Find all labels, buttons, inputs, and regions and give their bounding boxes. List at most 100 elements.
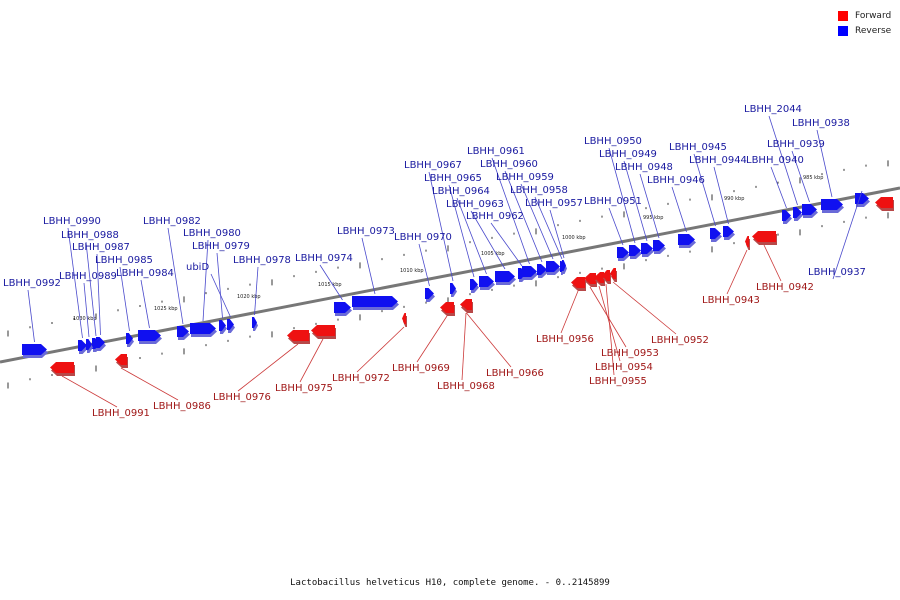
gene-arrow[interactable]: [402, 313, 406, 324]
gene-label[interactable]: LBHH_0950: [584, 136, 642, 147]
gene-label[interactable]: LBHH_0948: [615, 162, 673, 173]
gene-label[interactable]: LBHH_0967: [404, 160, 462, 171]
gene-arrow[interactable]: [334, 302, 351, 313]
gene-label[interactable]: LBHH_0943: [702, 295, 760, 306]
gene-arrow[interactable]: [584, 273, 596, 284]
gene-arrow[interactable]: [641, 243, 653, 254]
gene-arrow[interactable]: [537, 264, 547, 275]
gene-label[interactable]: LBHH_0966: [486, 368, 544, 379]
gene-label[interactable]: LBHH_0953: [601, 348, 659, 359]
gene-arrow[interactable]: [252, 317, 257, 328]
gene-arrow[interactable]: [752, 231, 776, 242]
gene-arrow[interactable]: [571, 277, 585, 288]
gene-label[interactable]: LBHH_0942: [756, 282, 814, 293]
gene-arrow[interactable]: [594, 272, 604, 283]
gene-label[interactable]: LBHH_0937: [808, 267, 866, 278]
gene-arrow[interactable]: [138, 330, 161, 341]
gene-label[interactable]: LBHH_0954: [595, 362, 653, 373]
gene-arrow[interactable]: [50, 362, 74, 373]
gene-arrow[interactable]: [425, 288, 434, 299]
gene-label[interactable]: LBHH_0968: [437, 381, 495, 392]
gene-label[interactable]: LBHH_0955: [589, 376, 647, 387]
gene-label[interactable]: LBHH_0958: [510, 185, 568, 196]
gene-label[interactable]: LBHH_0987: [72, 242, 130, 253]
gene-label[interactable]: LBHH_0978: [233, 255, 291, 266]
gene-label[interactable]: LBHH_0960: [480, 159, 538, 170]
gene-label[interactable]: ubiD: [186, 262, 209, 273]
gene-arrow[interactable]: [629, 245, 641, 256]
gene-arrow[interactable]: [86, 339, 92, 350]
gene-label[interactable]: LBHH_0991: [92, 408, 150, 419]
gene-arrow[interactable]: [177, 326, 189, 337]
gene-label[interactable]: LBHH_0959: [496, 172, 554, 183]
gene-label[interactable]: LBHH_0957: [525, 198, 583, 209]
gene-label[interactable]: LBHH_0972: [332, 373, 390, 384]
gene-label[interactable]: LBHH_0945: [669, 142, 727, 153]
gene-label[interactable]: LBHH_0944: [689, 155, 747, 166]
gene-arrow[interactable]: [546, 261, 560, 272]
gene-arrow[interactable]: [219, 320, 226, 331]
gene-arrow[interactable]: [610, 268, 616, 279]
gene-label[interactable]: LBHH_0956: [536, 334, 594, 345]
gene-label[interactable]: LBHH_0979: [192, 241, 250, 252]
gene-label[interactable]: LBHH_0952: [651, 335, 709, 346]
gene-label[interactable]: LBHH_0939: [767, 139, 825, 150]
gene-label[interactable]: LBHH_0965: [424, 173, 482, 184]
gene-arrow[interactable]: [470, 279, 478, 290]
gene-arrow[interactable]: [723, 226, 734, 237]
gene-label[interactable]: LBHH_0969: [392, 363, 450, 374]
gene-label[interactable]: LBHH_0989: [59, 271, 117, 282]
gene-arrow[interactable]: [678, 234, 695, 245]
gene-arrow[interactable]: [821, 199, 843, 210]
gene-arrow[interactable]: [495, 271, 515, 282]
gene-label[interactable]: LBHH_0976: [213, 392, 271, 403]
gene-arrow[interactable]: [653, 240, 665, 251]
gene-arrow[interactable]: [802, 204, 817, 215]
gene-arrow[interactable]: [450, 283, 456, 294]
gene-label[interactable]: LBHH_0980: [183, 228, 241, 239]
gene-label[interactable]: LBHH_0988: [61, 230, 119, 241]
gene-label[interactable]: LBHH_0973: [337, 226, 395, 237]
gene-arrow[interactable]: [875, 197, 893, 208]
gene-label[interactable]: LBHH_0982: [143, 216, 201, 227]
gene-arrow[interactable]: [710, 228, 721, 239]
gene-arrow[interactable]: [126, 333, 133, 344]
gene-arrow[interactable]: [440, 302, 454, 313]
gene-arrow[interactable]: [479, 276, 494, 287]
gene-arrow[interactable]: [227, 319, 234, 330]
gene-label[interactable]: LBHH_2044: [744, 104, 802, 115]
gene-label[interactable]: LBHH_0970: [394, 232, 452, 243]
gene-arrow[interactable]: [352, 296, 398, 307]
gene-label[interactable]: LBHH_0940: [746, 155, 804, 166]
gene-arrow[interactable]: [190, 323, 216, 334]
gene-label[interactable]: LBHH_0986: [153, 401, 211, 412]
gene-arrow[interactable]: [115, 354, 127, 365]
gene-label[interactable]: LBHH_0975: [275, 383, 333, 394]
gene-label[interactable]: LBHH_0938: [792, 118, 850, 129]
gene-arrow[interactable]: [617, 247, 629, 258]
gene-label[interactable]: LBHH_0961: [467, 146, 525, 157]
gene-label[interactable]: LBHH_0985: [95, 255, 153, 266]
gene-label[interactable]: LBHH_0946: [647, 175, 705, 186]
gene-label[interactable]: LBHH_0990: [43, 216, 101, 227]
gene-arrow[interactable]: [793, 207, 802, 218]
gene-arrow[interactable]: [602, 270, 610, 281]
gene-arrow[interactable]: [782, 210, 791, 221]
gene-label[interactable]: LBHH_0963: [446, 199, 504, 210]
gene-arrow[interactable]: [22, 344, 47, 355]
gene-label[interactable]: LBHH_0964: [432, 186, 490, 197]
gene-arrow[interactable]: [311, 325, 335, 336]
gene-arrow[interactable]: [562, 260, 566, 271]
gene-arrow[interactable]: [745, 236, 749, 247]
gene-label[interactable]: LBHH_0992: [3, 278, 61, 289]
gene-label[interactable]: LBHH_0962: [466, 211, 524, 222]
gene-label[interactable]: LBHH_0974: [295, 253, 353, 264]
gene-label[interactable]: LBHH_0949: [599, 149, 657, 160]
gene-arrow[interactable]: [461, 299, 472, 310]
gene-arrow[interactable]: [522, 266, 537, 277]
gene-label[interactable]: LBHH_0951: [584, 196, 642, 207]
gene-arrow[interactable]: [96, 337, 105, 348]
gene-arrow[interactable]: [287, 330, 309, 341]
gene-arrow[interactable]: [78, 340, 87, 351]
gene-label[interactable]: LBHH_0984: [116, 268, 174, 279]
